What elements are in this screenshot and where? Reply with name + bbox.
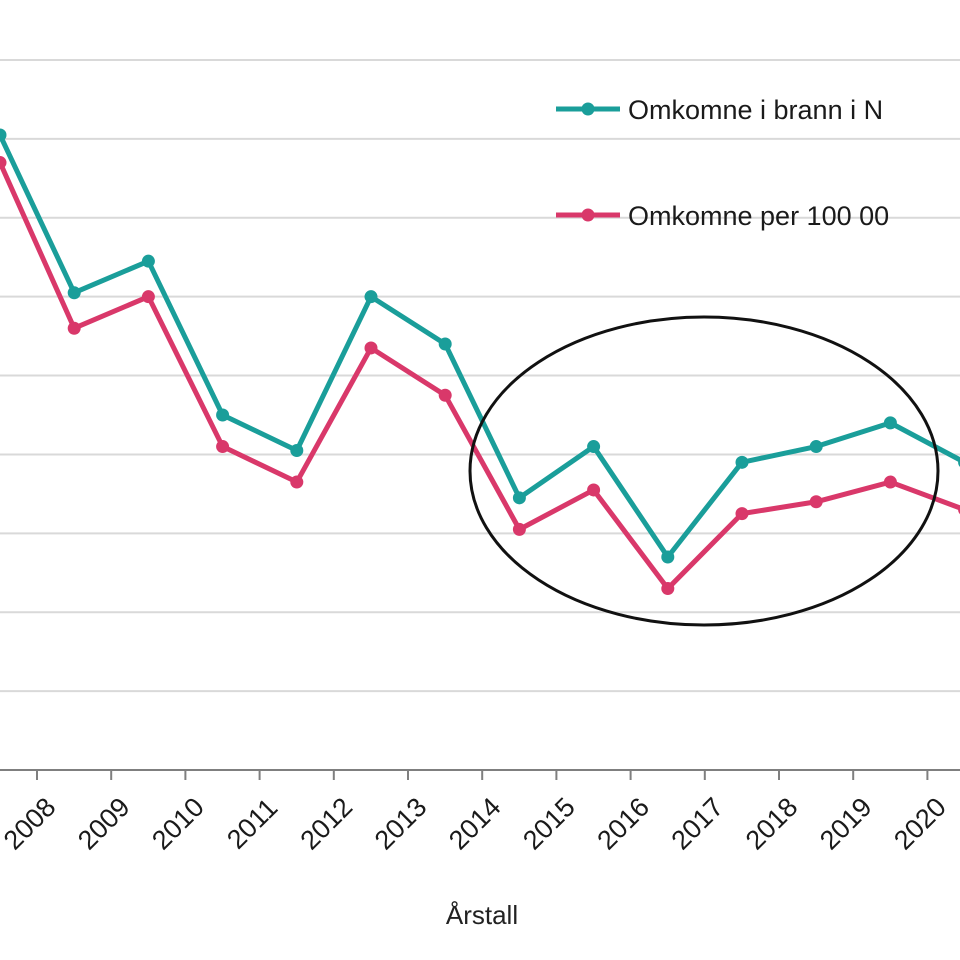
x-axis-title: Årstall (446, 900, 518, 930)
data-point (0, 128, 7, 142)
data-point (290, 475, 304, 489)
data-point (438, 337, 452, 351)
series-line (0, 133, 960, 560)
data-point (141, 254, 155, 268)
data-point (141, 290, 155, 304)
legend-item-2: Omkomne per 100 00 (556, 201, 889, 231)
data-point (735, 507, 749, 521)
x-tick-label: 2011 (221, 793, 283, 855)
x-axis: 2008 2009 2010 2011 2012 2013 2014 2015 2016 2017… (0, 769, 960, 856)
data-point (438, 388, 452, 402)
x-tick-label: 2020 (888, 792, 952, 856)
x-tick-label: 2010 (146, 792, 210, 856)
data-point (364, 290, 378, 304)
x-tick-label: 2009 (72, 792, 136, 856)
gridlines (0, 59, 960, 693)
data-point (587, 483, 601, 497)
x-tick-label: 2018 (740, 792, 804, 856)
legend-label: Omkomne i brann i N (628, 95, 883, 125)
x-tick-label: 2019 (814, 792, 878, 856)
data-point (735, 455, 749, 469)
x-tick-label: 2012 (295, 792, 359, 856)
data-point (290, 444, 304, 457)
data-point (67, 321, 81, 335)
data-point (0, 156, 7, 170)
series-2 (0, 156, 960, 596)
data-point (67, 286, 81, 300)
x-tick-label: 2015 (517, 792, 581, 856)
data-point (883, 475, 897, 489)
data-point (883, 416, 897, 430)
x-tick-label: 2016 (591, 792, 655, 856)
data-point (512, 522, 526, 536)
x-tick-label: 2017 (666, 792, 730, 856)
x-tick-label: 2008 (0, 792, 61, 856)
data-point (587, 440, 601, 454)
x-tick-label: 2013 (369, 792, 433, 856)
data-point (661, 550, 675, 564)
x-tick-label: 2014 (443, 792, 507, 856)
legend-item-1: Omkomne i brann i N (556, 95, 883, 125)
data-point (512, 491, 526, 505)
series-line (0, 161, 960, 592)
data-point (809, 495, 823, 509)
data-point (661, 582, 675, 596)
legend: Omkomne i brann i N Omkomne per 100 00 (556, 95, 889, 231)
legend-marker (581, 208, 595, 222)
legend-marker (581, 102, 595, 116)
legend-label: Omkomne per 100 00 (628, 201, 889, 231)
series-lines (0, 128, 960, 596)
data-point (809, 440, 823, 454)
highlight-ellipse (468, 315, 940, 627)
data-point (364, 341, 378, 355)
data-point (216, 440, 230, 454)
data-point (216, 408, 230, 422)
